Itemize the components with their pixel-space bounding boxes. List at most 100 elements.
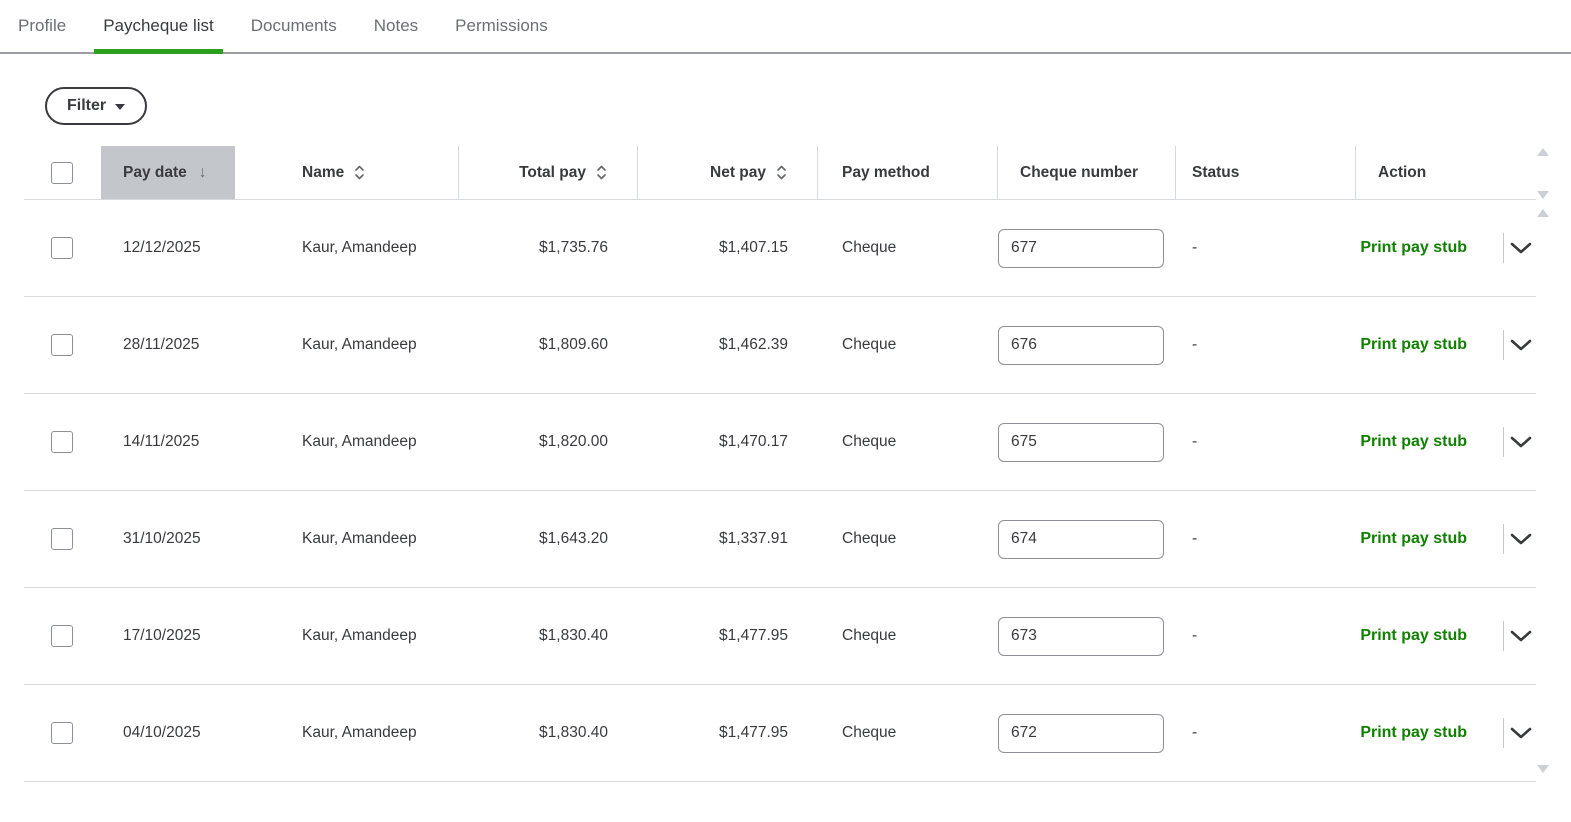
net-pay-cell: $1,462.39 (638, 297, 818, 394)
total-pay-cell: $1,643.20 (459, 491, 638, 588)
select-all-checkbox[interactable] (51, 161, 73, 184)
paycheque-table: Pay date ↓ Name Total pay Net pay Pay me… (24, 146, 1536, 782)
row-cell-checkbox (24, 297, 101, 394)
pay-method-cell: Cheque (818, 491, 998, 588)
header-cell-pay-date: Pay date ↓ (101, 146, 280, 200)
cheque-number-input[interactable] (998, 519, 1164, 559)
pay-date-cell: 31/10/2025 (101, 491, 280, 588)
tab-permissions[interactable]: Permissions (455, 16, 548, 35)
row-cell-checkbox (24, 200, 101, 297)
name-cell: Kaur, Amandeep (280, 588, 459, 685)
print-pay-stub-link[interactable]: Print pay stub (1360, 336, 1467, 353)
status-cell: - (1176, 685, 1356, 782)
total-pay-cell: $1,809.60 (459, 297, 638, 394)
chevron-down-icon[interactable] (1510, 242, 1532, 254)
tab-bar: Profile Paycheque list Documents Notes P… (0, 0, 1571, 54)
header-cell-checkbox (24, 146, 101, 200)
pay-date-cell: 04/10/2025 (101, 685, 280, 782)
scroll-down-icon[interactable] (1537, 765, 1549, 773)
status-cell: - (1176, 588, 1356, 685)
print-pay-stub-link[interactable]: Print pay stub (1360, 627, 1467, 644)
column-header-total-pay[interactable]: Total pay (459, 146, 638, 200)
row-checkbox[interactable] (51, 431, 73, 453)
row-cell-checkbox (24, 394, 101, 491)
status-cell: - (1176, 394, 1356, 491)
column-header-cheque-number: Cheque number (998, 146, 1176, 200)
action-cell: Print pay stub (1356, 394, 1536, 491)
cheque-number-cell (998, 685, 1176, 782)
filter-button[interactable]: Filter (45, 87, 148, 125)
name-cell: Kaur, Amandeep (280, 394, 459, 491)
chevron-down-icon[interactable] (1510, 630, 1532, 642)
print-pay-stub-link[interactable]: Print pay stub (1360, 530, 1467, 547)
net-pay-cell: $1,407.15 (638, 200, 818, 297)
action-divider (1503, 427, 1504, 457)
pay-method-cell: Cheque (818, 394, 998, 491)
tab-documents[interactable]: Documents (250, 16, 337, 35)
pay-method-cell: Cheque (818, 588, 998, 685)
tab-profile[interactable]: Profile (18, 16, 67, 35)
chevron-down-icon[interactable] (1510, 436, 1532, 448)
column-header-action: Action (1356, 146, 1536, 200)
column-header-pay-date[interactable]: Pay date ↓ (101, 146, 235, 199)
filter-button-label: Filter (67, 97, 107, 114)
action-cell: Print pay stub (1356, 200, 1536, 297)
column-header-net-pay[interactable]: Net pay (638, 146, 818, 200)
row-checkbox[interactable] (51, 722, 73, 744)
cheque-number-cell (998, 200, 1176, 297)
pay-method-cell: Cheque (818, 297, 998, 394)
cheque-number-cell (998, 588, 1176, 685)
action-divider (1503, 718, 1504, 748)
cheque-number-input[interactable] (998, 616, 1164, 656)
pay-date-cell: 28/11/2025 (101, 297, 280, 394)
net-pay-cell: $1,337.91 (638, 491, 818, 588)
column-header-name[interactable]: Name (280, 146, 459, 200)
scroll-up-icon[interactable] (1537, 209, 1549, 217)
tab-paycheque-list[interactable]: Paycheque list (94, 0, 223, 54)
action-cell: Print pay stub (1356, 297, 1536, 394)
pay-date-cell: 17/10/2025 (101, 588, 280, 685)
cheque-number-input[interactable] (998, 422, 1164, 462)
print-pay-stub-link[interactable]: Print pay stub (1360, 724, 1467, 741)
sort-icon (355, 165, 365, 180)
action-divider (1503, 233, 1504, 263)
cheque-number-input[interactable] (998, 713, 1164, 753)
column-header-pay-method: Pay method (818, 146, 998, 200)
action-cell: Print pay stub (1356, 685, 1536, 782)
print-pay-stub-link[interactable]: Print pay stub (1360, 239, 1467, 256)
row-checkbox[interactable] (51, 625, 73, 647)
chevron-down-icon[interactable] (1510, 727, 1532, 739)
scroll-up-icon[interactable] (1537, 148, 1549, 156)
scroll-down-icon[interactable] (1537, 191, 1549, 199)
status-cell: - (1176, 491, 1356, 588)
name-cell: Kaur, Amandeep (280, 491, 459, 588)
print-pay-stub-link[interactable]: Print pay stub (1360, 433, 1467, 450)
cheque-number-input[interactable] (998, 325, 1164, 365)
row-cell-checkbox (24, 588, 101, 685)
name-cell: Kaur, Amandeep (280, 685, 459, 782)
pay-method-cell: Cheque (818, 200, 998, 297)
row-checkbox[interactable] (51, 528, 73, 550)
pay-method-cell: Cheque (818, 685, 998, 782)
cheque-number-cell (998, 394, 1176, 491)
action-divider (1503, 524, 1504, 554)
sort-icon (777, 165, 786, 180)
row-checkbox[interactable] (51, 334, 73, 356)
name-cell: Kaur, Amandeep (280, 200, 459, 297)
action-cell: Print pay stub (1356, 588, 1536, 685)
row-cell-checkbox (24, 491, 101, 588)
tab-notes[interactable]: Notes (373, 16, 419, 35)
chevron-down-icon[interactable] (1510, 533, 1532, 545)
column-header-status: Status (1176, 146, 1356, 200)
total-pay-cell: $1,830.40 (459, 685, 638, 782)
pay-date-cell: 14/11/2025 (101, 394, 280, 491)
cheque-number-input[interactable] (998, 228, 1164, 268)
row-checkbox[interactable] (51, 237, 73, 259)
action-divider (1503, 330, 1504, 360)
name-cell: Kaur, Amandeep (280, 297, 459, 394)
chevron-down-icon[interactable] (1510, 339, 1532, 351)
total-pay-cell: $1,820.00 (459, 394, 638, 491)
cheque-number-cell (998, 297, 1176, 394)
total-pay-cell: $1,735.76 (459, 200, 638, 297)
